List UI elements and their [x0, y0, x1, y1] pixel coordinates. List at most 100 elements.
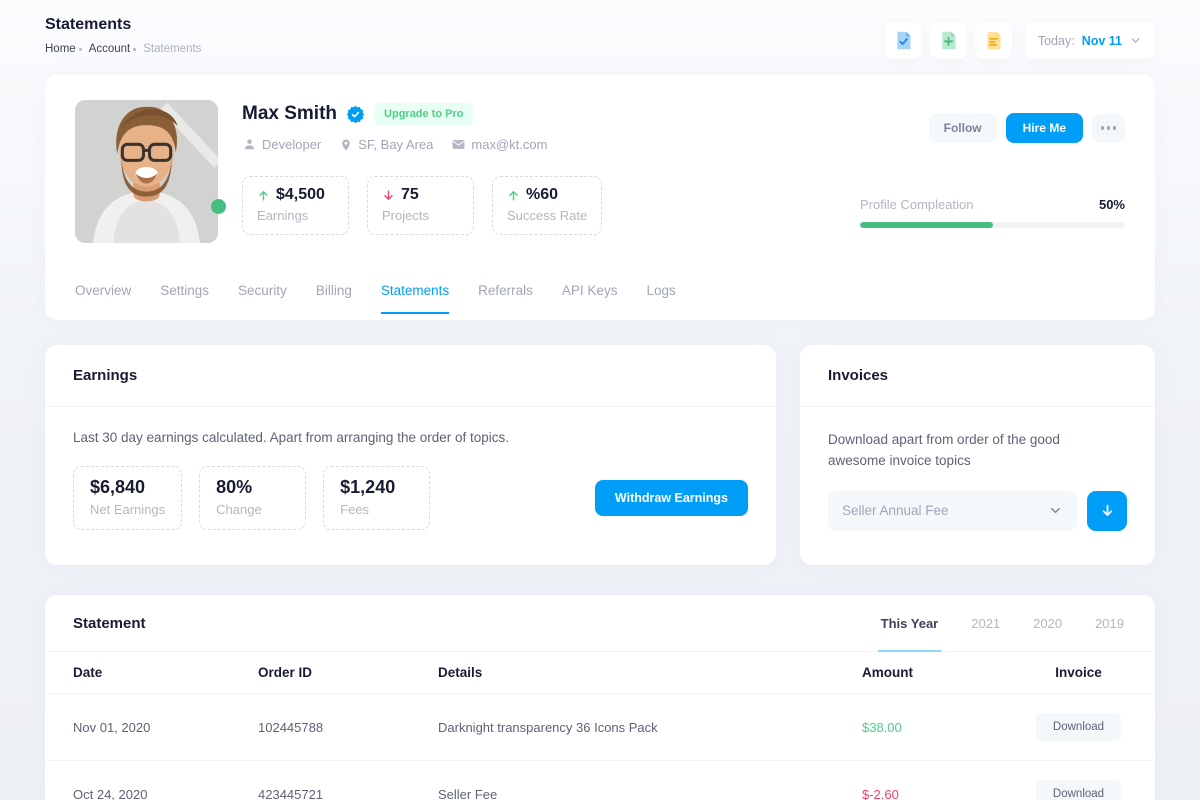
chevron-down-icon: [1131, 38, 1140, 43]
tab-api-keys[interactable]: API Keys: [561, 283, 618, 298]
invoice-select-value: Seller Annual Fee: [842, 503, 949, 519]
profile-stats: $4,500 Earnings 75 Projects %60: [242, 176, 860, 235]
tab-settings[interactable]: Settings: [160, 283, 210, 298]
profile-top: Max Smith Upgrade to Pro Developer SF, B…: [75, 100, 1125, 243]
profile-location[interactable]: SF, Bay Area: [339, 137, 433, 152]
change-value: 80%: [216, 477, 253, 497]
statement-table: Date Order ID Details Amount Invoice Nov…: [45, 652, 1155, 800]
net-earnings-value: $6,840: [90, 477, 146, 497]
row-order-id: 102445788: [258, 719, 324, 735]
completion-progress-bar: [860, 222, 1125, 228]
profile-nav-tabs: Overview Settings Security Billing State…: [75, 283, 1125, 314]
stat-earnings-label: Earnings: [257, 208, 309, 223]
tab-security[interactable]: Security: [238, 283, 287, 298]
profile-email[interactable]: max@kt.com: [451, 137, 547, 152]
completion-value: 50%: [1098, 197, 1125, 212]
net-earnings-label: Net Earnings: [90, 502, 166, 517]
chevron-down-icon: [1051, 508, 1060, 514]
profile-location-label: SF, Bay Area: [358, 137, 434, 152]
year-tab-2021[interactable]: 2021: [971, 616, 1001, 631]
date-label: Today:: [1037, 33, 1075, 48]
file-plus-button[interactable]: [929, 22, 967, 59]
ellipsis-icon: [1112, 126, 1117, 130]
stat-success-rate-label: Success Rate: [507, 208, 588, 223]
stat-net-earnings: $6,840 Net Earnings: [73, 466, 183, 530]
statement-card: Statement This Year 2021 2020 2019 Date …: [45, 595, 1155, 800]
year-tab-2019[interactable]: 2019: [1095, 616, 1124, 631]
invoices-header: Invoices: [800, 345, 1155, 407]
upgrade-to-pro-badge[interactable]: Upgrade to Pro: [374, 103, 474, 125]
file-lines-button[interactable]: [974, 22, 1012, 59]
completion-label: Profile Compleation: [860, 197, 974, 212]
breadcrumb-separator-icon: [78, 48, 82, 51]
invoice-download-button[interactable]: [1087, 490, 1127, 531]
statement-header: Statement This Year 2021 2020 2019: [45, 595, 1155, 652]
profile-right: Follow Hire Me Profile Compleation 50%: [860, 100, 1125, 243]
stat-success-rate-value: %60: [526, 186, 559, 203]
stat-projects-label: Projects: [382, 208, 429, 223]
ellipsis-icon: [1100, 126, 1105, 130]
file-check-button[interactable]: [884, 22, 922, 59]
profile-role[interactable]: Developer: [242, 137, 321, 152]
location-pin-icon: [342, 138, 351, 151]
mail-icon: [452, 140, 465, 149]
breadcrumb-home[interactable]: Home: [45, 43, 76, 55]
hire-me-button[interactable]: Hire Me: [1005, 113, 1083, 143]
profile-info: Max Smith Upgrade to Pro Developer SF, B…: [242, 100, 860, 243]
earnings-stats: $6,840 Net Earnings 80% Change $1,240 Fe…: [73, 466, 595, 530]
invoice-select[interactable]: Seller Annual Fee: [828, 490, 1077, 531]
follow-button[interactable]: Follow: [928, 113, 997, 143]
topbar-left: Statements Home Account Statements: [45, 16, 201, 55]
download-invoice-button[interactable]: Download: [1035, 780, 1122, 800]
stat-change: 80% Change: [199, 466, 307, 530]
download-invoice-button[interactable]: Download: [1035, 713, 1122, 741]
year-tab-2020[interactable]: 2020: [1033, 616, 1063, 631]
withdraw-earnings-button[interactable]: Withdraw Earnings: [594, 480, 748, 516]
stat-projects: 75 Projects: [367, 176, 474, 235]
tab-statements[interactable]: Statements: [380, 283, 450, 314]
profile-email-label: max@kt.com: [471, 137, 548, 152]
topbar: Statements Home Account Statements: [0, 0, 1200, 75]
row-amount: $-2.60: [862, 786, 899, 800]
column-order-id: Order ID: [258, 665, 313, 680]
verified-badge-icon: [346, 105, 365, 123]
file-lines-icon: [987, 31, 1001, 50]
column-date: Date: [73, 665, 103, 680]
row-details: Darknight transparency 36 Icons Pack: [438, 719, 658, 735]
tab-overview[interactable]: Overview: [75, 283, 132, 298]
invoices-card: Invoices Download apart from order of th…: [800, 345, 1155, 565]
online-status-dot: [211, 199, 226, 214]
table-header-row: Date Order ID Details Amount Invoice: [45, 652, 1155, 694]
avatar-image: [75, 100, 218, 243]
change-label: Change: [216, 502, 262, 517]
breadcrumb-separator-icon: [133, 48, 137, 51]
earnings-description: Last 30 day earnings calculated. Apart f…: [73, 430, 510, 445]
stat-earnings: $4,500 Earnings: [242, 176, 349, 235]
date-value: Nov 11: [1081, 33, 1122, 48]
column-amount: Amount: [862, 665, 913, 680]
file-plus-icon: [942, 31, 956, 50]
row-order-id: 423445721: [258, 786, 324, 800]
profile-name[interactable]: Max Smith: [242, 103, 338, 124]
stat-projects-value: 75: [401, 186, 419, 203]
year-tab-this-year[interactable]: This Year: [877, 595, 942, 652]
fees-value: $1,240: [340, 477, 396, 497]
avatar[interactable]: [75, 100, 226, 243]
earnings-card: Earnings Last 30 day earnings calculated…: [45, 345, 776, 565]
row-details: Seller Fee: [438, 786, 498, 800]
trend-down-icon: [384, 189, 393, 200]
earnings-header: Earnings: [45, 345, 776, 407]
cards-row: Earnings Last 30 day earnings calculated…: [45, 345, 1155, 565]
tab-logs[interactable]: Logs: [646, 283, 676, 298]
user-icon: [244, 139, 255, 150]
column-details: Details: [438, 665, 483, 680]
date-picker[interactable]: Today: Nov 11: [1024, 22, 1155, 59]
invoices-description: Download apart from order of the good aw…: [828, 432, 1060, 468]
tab-billing[interactable]: Billing: [315, 283, 352, 298]
breadcrumb-account[interactable]: Account: [88, 43, 131, 55]
trend-up-icon: [509, 190, 518, 201]
more-options-button[interactable]: [1092, 113, 1125, 143]
tab-referrals[interactable]: Referrals: [478, 283, 533, 298]
completion-progress-fill: [860, 222, 993, 228]
file-check-icon: [897, 31, 911, 50]
